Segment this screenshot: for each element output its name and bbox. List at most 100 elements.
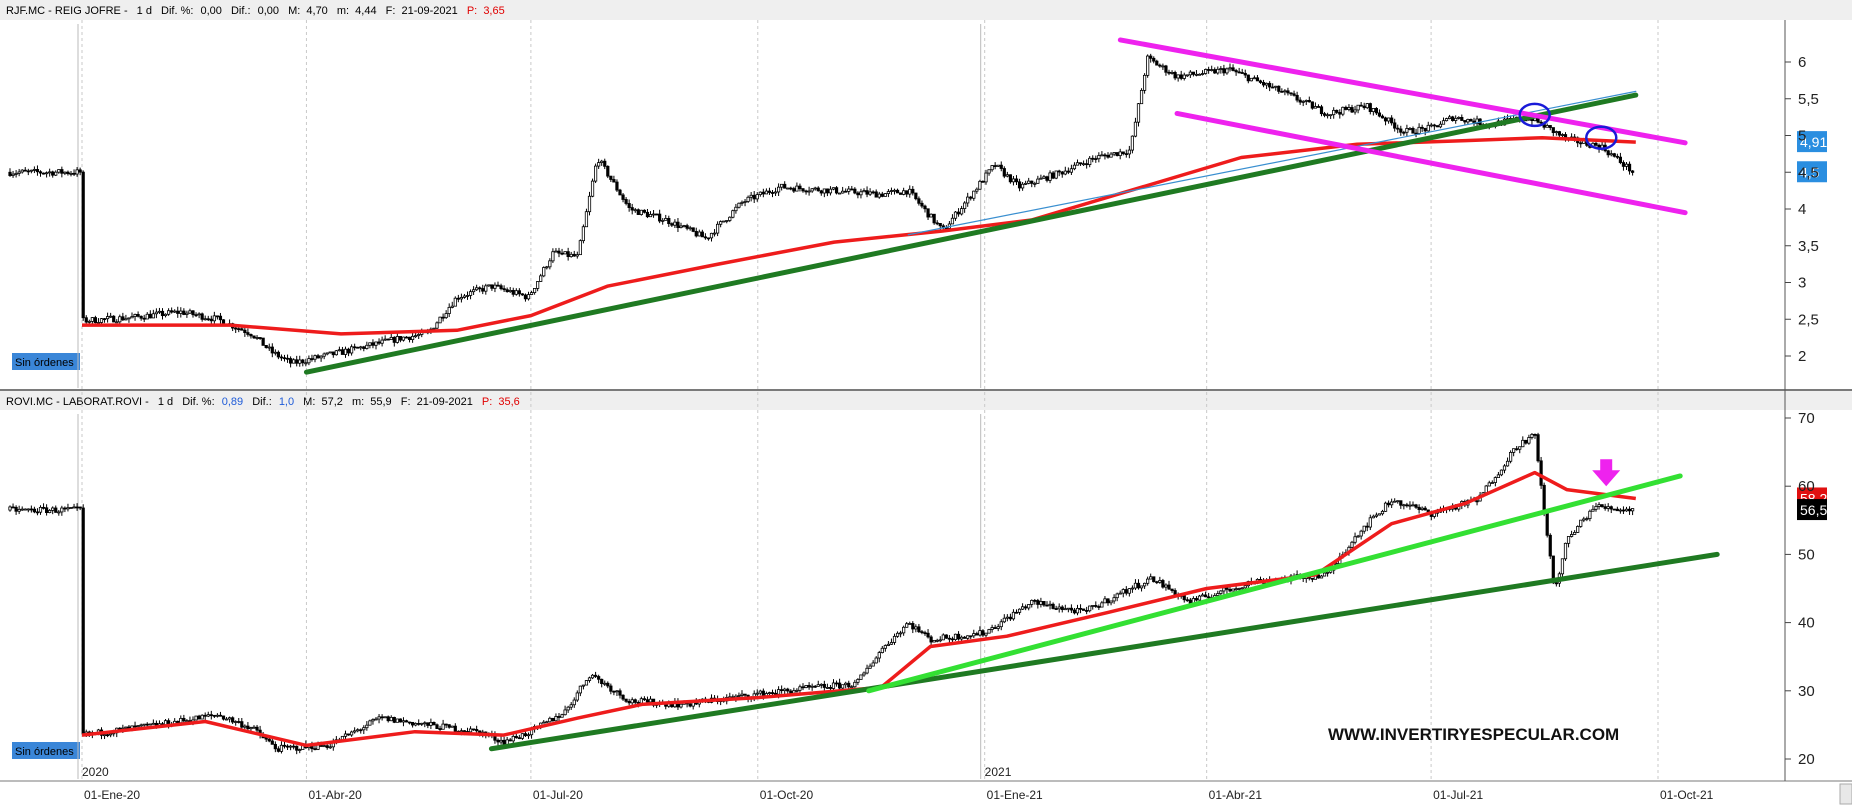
candle-body — [1338, 112, 1342, 115]
candle-body — [895, 189, 900, 194]
candle-body — [1008, 616, 1013, 620]
candle-body — [581, 684, 586, 687]
candle-body — [246, 725, 250, 730]
candle-body — [481, 288, 485, 292]
candle-body — [1124, 153, 1128, 156]
candle-body — [414, 722, 418, 726]
candle-body — [679, 225, 683, 229]
candle-body — [386, 338, 390, 341]
candle-body — [1146, 578, 1150, 584]
panel2-badge[interactable]: Sin órdenes — [15, 746, 74, 758]
candle-body — [115, 321, 119, 324]
candle-body — [295, 359, 299, 364]
candle-body — [542, 267, 546, 277]
candle-body — [441, 316, 445, 319]
candle-body — [45, 507, 49, 514]
scroll-corner-icon[interactable] — [1839, 783, 1852, 805]
candle-body — [1460, 116, 1464, 121]
candle-body — [398, 718, 403, 723]
candle-body — [1411, 504, 1415, 507]
candle-body — [853, 188, 857, 194]
panel1-badge[interactable]: Sin órdenes — [15, 357, 74, 369]
candle-body — [14, 506, 18, 512]
candle-body — [627, 700, 631, 704]
candle-body — [417, 334, 421, 337]
candle-body — [182, 310, 186, 315]
candle-body — [1463, 120, 1467, 123]
candle-body — [1143, 74, 1147, 91]
price-label: 4,91 — [1800, 134, 1827, 150]
candle-body — [624, 199, 628, 204]
candle-body — [508, 290, 512, 293]
candle-body — [1078, 162, 1083, 165]
candle-body — [325, 745, 329, 748]
candle-body — [1008, 174, 1013, 183]
candle-body — [1155, 581, 1159, 584]
candle-body — [1466, 119, 1470, 123]
candle-body — [804, 190, 808, 193]
candle-body — [1609, 506, 1613, 510]
candle-body — [194, 715, 198, 721]
candle-body — [743, 201, 747, 203]
candle-body — [307, 358, 311, 364]
y-tick-label: 4 — [1798, 201, 1806, 218]
candle-body — [1179, 74, 1183, 79]
candle-body — [1371, 515, 1375, 519]
candle-body — [569, 704, 573, 708]
candle-body — [310, 358, 314, 360]
candle-body — [109, 315, 113, 318]
candle-body — [136, 725, 140, 728]
candle-body — [102, 318, 107, 321]
candle-body — [917, 626, 921, 633]
candle-body — [1033, 599, 1037, 602]
candle-body — [1469, 119, 1473, 122]
candle-body — [1624, 163, 1629, 167]
candle-body — [203, 318, 207, 321]
candle-body — [795, 185, 799, 192]
candle-body — [990, 627, 994, 630]
candle-body — [1124, 589, 1128, 594]
candle-body — [1164, 584, 1168, 588]
candle-body — [929, 213, 933, 218]
candle-body — [764, 190, 769, 195]
candle-body — [1216, 593, 1220, 596]
candle-body — [975, 188, 979, 192]
candle-body — [343, 733, 348, 737]
candle-body — [1319, 106, 1324, 115]
candle-body — [1133, 582, 1138, 589]
candle-body — [743, 693, 747, 696]
y-tick-label: 5 — [1798, 128, 1806, 145]
candle-body — [1365, 525, 1369, 528]
x-tick-label: 01-Jul-20 — [533, 788, 583, 802]
candle-body — [81, 507, 85, 735]
candle-body — [368, 342, 372, 346]
candle-body — [93, 317, 97, 324]
candle-body — [612, 690, 616, 693]
candle-body — [609, 685, 613, 692]
candle-body — [548, 260, 552, 268]
panel1-badge-bg[interactable] — [12, 353, 80, 370]
candle-body — [20, 169, 24, 173]
panel2-max: 57,2 — [321, 396, 342, 408]
candle-body — [1380, 115, 1385, 119]
panel2-badge-bg[interactable] — [12, 742, 80, 759]
candle-body — [270, 346, 274, 354]
moving-average-line — [81, 470, 1637, 748]
candle-body — [1094, 605, 1098, 607]
panel1-symbol: RJF.MC - REIG JOFRE - — [6, 5, 128, 17]
candle-body — [66, 171, 70, 175]
candle-body — [249, 334, 253, 337]
candle-body — [23, 169, 27, 172]
candle-body — [1112, 152, 1116, 155]
candle-body — [603, 160, 607, 167]
candle-body — [1143, 582, 1147, 587]
candle-body — [78, 506, 82, 509]
candle-body — [956, 633, 961, 640]
candle-body — [655, 213, 659, 216]
candle-body — [1112, 597, 1116, 602]
candle-body — [1387, 117, 1391, 122]
candle-body — [261, 337, 265, 346]
candle-body — [746, 196, 750, 202]
candle-body — [185, 312, 189, 315]
